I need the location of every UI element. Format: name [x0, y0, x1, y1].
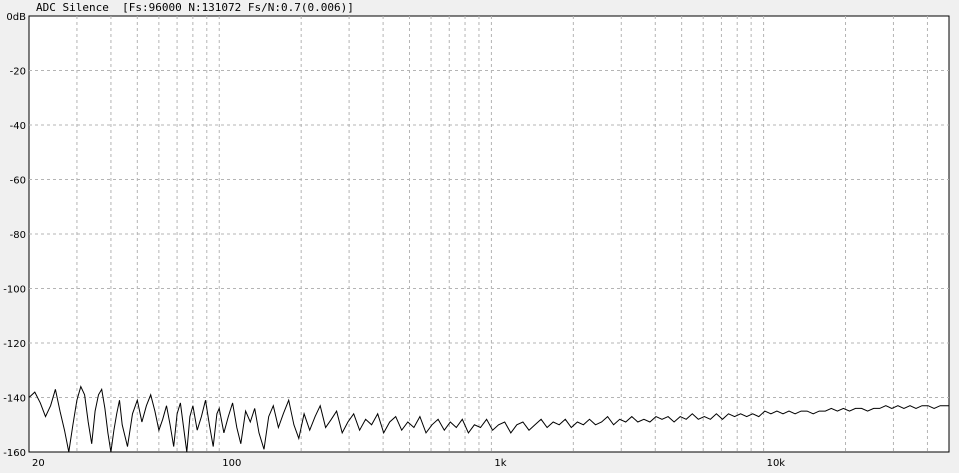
x-tick-label: 10k — [767, 458, 786, 469]
chart-title: ADC Silence [Fs:96000 N:131072 Fs/N:0.7(… — [36, 1, 354, 14]
y-tick-label: -140 — [3, 394, 26, 405]
series-line — [28, 385, 949, 453]
y-tick-label: -20 — [10, 67, 26, 78]
y-tick-label: -80 — [10, 230, 26, 241]
x-axis: 20 100 1k 10k — [32, 458, 785, 469]
y-tick-label: -160 — [3, 448, 26, 459]
y-tick-label: -120 — [3, 339, 26, 350]
y-tick-label: 0dB — [6, 12, 26, 23]
plot-area — [28, 15, 950, 453]
y-tick-label: -100 — [3, 285, 26, 296]
y-tick-label: -60 — [10, 176, 26, 187]
x-tick-label: 100 — [222, 458, 241, 469]
grid — [29, 16, 949, 452]
y-tick-label: -40 — [10, 121, 26, 132]
x-tick-label: 20 — [32, 458, 45, 469]
y-axis: 0dB -20 -40 -60 -80 -100 -120 -140 -160 — [3, 12, 26, 459]
x-tick-label: 1k — [494, 458, 506, 469]
